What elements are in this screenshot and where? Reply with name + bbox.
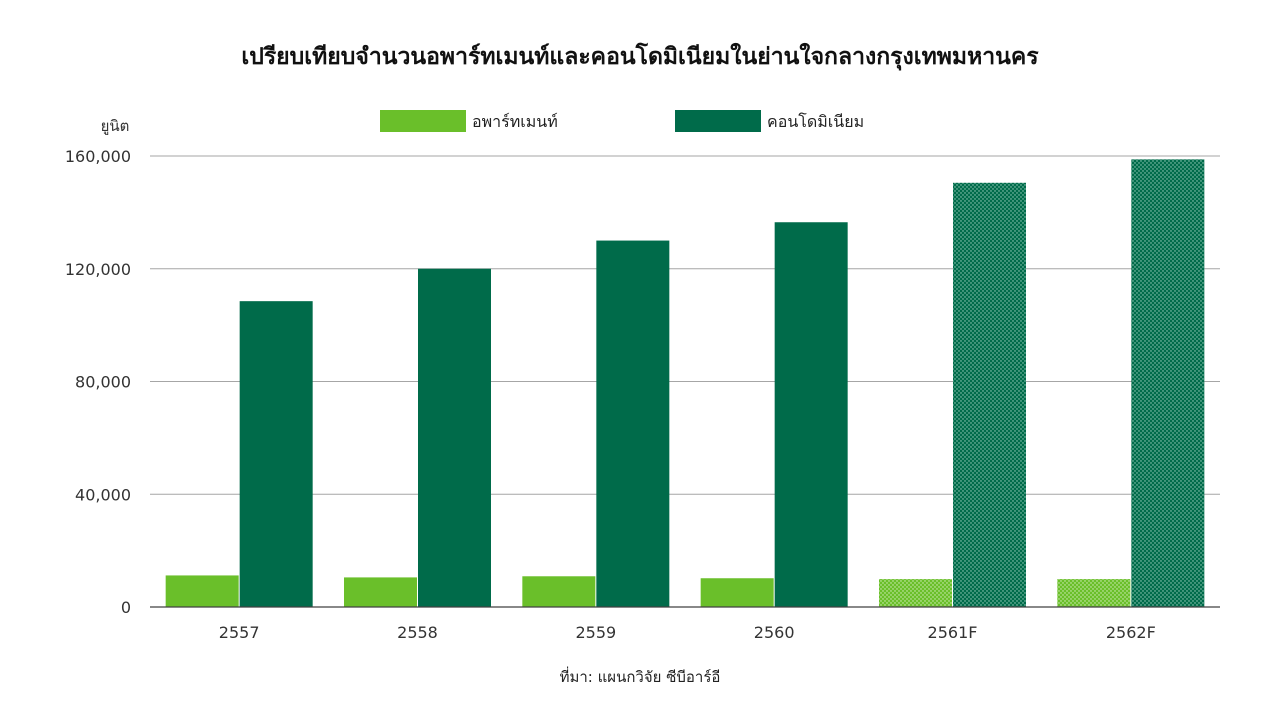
x-tick-label: 2560 [754,623,795,642]
legend-label-apartment: อพาร์ทเมนท์ [472,112,558,131]
bar-condominium-2559 [596,241,669,607]
legend-swatch-condominium [675,110,761,132]
bar-condominium-2558 [418,269,491,607]
legend-label-condominium: คอนโดมิเนียม [767,112,864,131]
bar-apartment-2562F [1057,579,1130,607]
bar-condominium-2561F [953,183,1026,607]
y-axis-unit-label: ยูนิต [101,117,130,135]
y-tick-label: 80,000 [75,373,131,392]
bar-condominium-2557 [240,301,313,607]
source-note: ที่มา: แผนกวิจัย ซีบีอาร์อี [560,666,721,686]
x-tick-label: 2562F [1106,623,1156,642]
x-tick-label: 2561F [928,623,978,642]
x-tick-label: 2558 [397,623,438,642]
bar-apartment-2559 [522,576,595,607]
x-tick-label: 2557 [219,623,260,642]
bar-apartment-2557 [166,575,239,607]
x-axis-ticks: 2557 2558 2559 2560 2561F 2562F [219,623,1156,642]
bar-apartment-2560 [701,578,774,607]
bar-condominium-2562F [1131,159,1204,607]
bar-condominium-2560 [775,222,848,607]
y-tick-label: 0 [121,598,131,617]
bar-apartment-2561F [879,579,952,607]
bars [166,159,1205,607]
y-axis-ticks: 0 40,000 80,000 120,000 160,000 [65,147,131,617]
y-tick-label: 160,000 [65,147,131,166]
x-tick-label: 2559 [575,623,616,642]
legend: อพาร์ทเมนท์ คอนโดมิเนียม [380,110,864,132]
y-tick-label: 40,000 [75,485,131,504]
bar-apartment-2558 [344,577,417,607]
chart-title: เปรียบเทียบจำนวนอพาร์ทเมนท์และคอนโดมิเนี… [241,42,1039,71]
y-tick-label: 120,000 [65,260,131,279]
legend-swatch-apartment [380,110,466,132]
